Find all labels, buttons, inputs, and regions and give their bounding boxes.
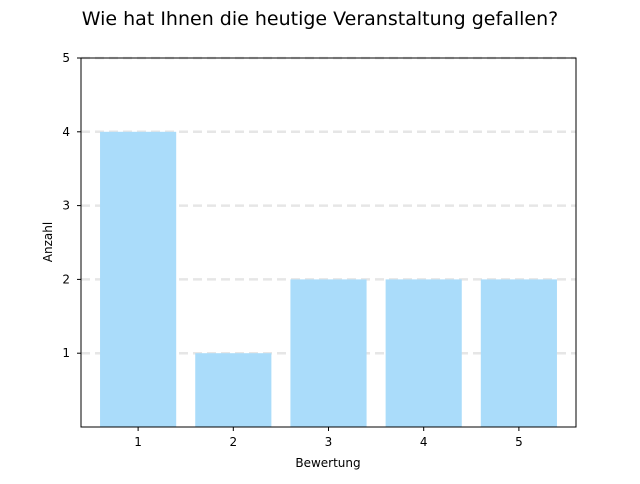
y-tick-label: 4 bbox=[62, 125, 70, 139]
bar bbox=[480, 279, 557, 427]
y-axis-ticks: 1 2 3 4 5 bbox=[62, 51, 81, 360]
bar bbox=[385, 279, 462, 427]
chart-title: Wie hat Ihnen die heutige Veranstaltung … bbox=[82, 8, 558, 30]
x-tick-label: 1 bbox=[134, 435, 142, 449]
x-tick-label: 3 bbox=[325, 435, 333, 449]
x-tick-label: 2 bbox=[229, 435, 237, 449]
y-tick-label: 5 bbox=[62, 51, 70, 65]
y-axis-label: Anzahl bbox=[41, 222, 55, 262]
x-axis-label: Bewertung bbox=[295, 456, 360, 470]
x-axis-ticks: 1 2 3 4 5 bbox=[134, 427, 523, 449]
y-tick-label: 2 bbox=[62, 272, 70, 286]
y-tick-label: 1 bbox=[62, 346, 70, 360]
bar bbox=[100, 131, 177, 428]
bar bbox=[290, 279, 367, 427]
x-tick-label: 4 bbox=[420, 435, 428, 449]
y-tick-label: 3 bbox=[62, 199, 70, 213]
bar bbox=[195, 353, 272, 427]
x-tick-label: 5 bbox=[515, 435, 523, 449]
bars bbox=[100, 131, 557, 428]
